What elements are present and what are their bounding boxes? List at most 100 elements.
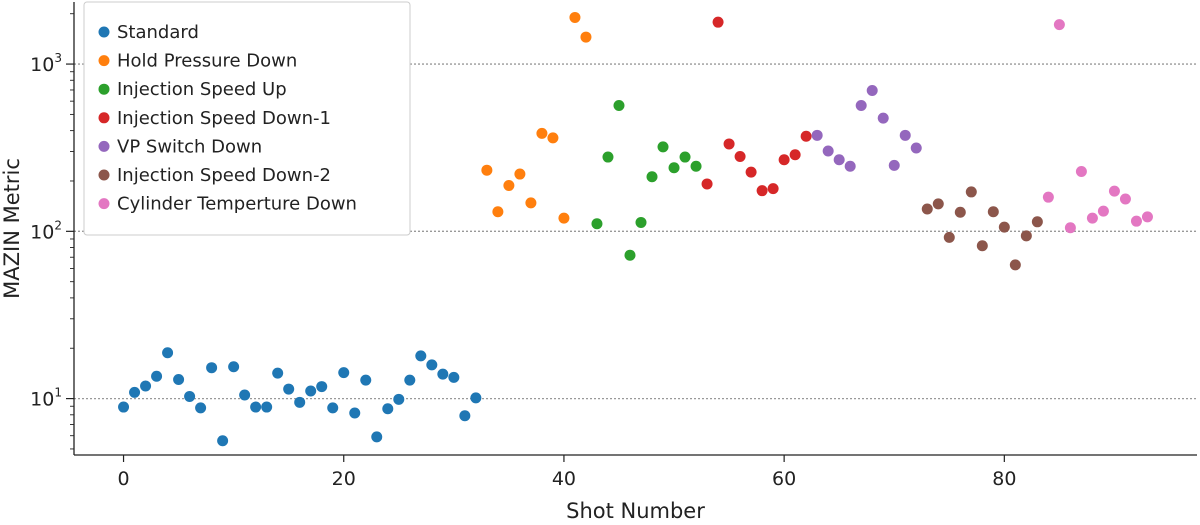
legend-marker [98,55,110,67]
data-point [965,186,977,198]
data-point [525,197,537,209]
data-point [1009,259,1021,271]
data-point [118,401,130,413]
x-tick-label: 60 [772,468,796,490]
data-point [1042,191,1054,203]
data-point [844,160,856,172]
data-point [1119,193,1131,205]
data-point [316,381,328,393]
data-point [976,240,988,252]
data-point [690,160,702,172]
data-point [1053,19,1065,31]
data-point [778,154,790,166]
data-point [129,386,141,398]
data-point [734,151,746,163]
data-point [558,212,570,224]
data-point [591,218,603,230]
data-point [569,11,581,23]
data-point [899,129,911,141]
data-point [404,374,416,386]
data-point [492,206,504,218]
data-point [580,31,592,43]
data-point [250,401,262,413]
data-point [668,162,680,174]
ticks: 101 102 103 0 20 40 60 80 [30,13,1016,490]
data-point [1141,211,1153,223]
legend-marker [98,112,110,124]
data-point [503,179,515,191]
data-point [1086,212,1098,224]
data-point [954,206,966,218]
data-point [481,164,493,176]
data-point [349,407,361,419]
legend-label: Injection Speed Down-1 [117,108,331,129]
data-point [151,370,163,382]
data-point [239,389,251,401]
data-point [184,390,196,402]
data-point [547,132,559,144]
legend-label: VP Switch Down [117,136,262,157]
data-point [723,138,735,150]
data-point [756,185,768,197]
data-point [998,221,1010,233]
legend-label: Injection Speed Down-2 [117,165,331,186]
legend-label: Standard [117,22,199,43]
legend-marker [98,26,110,38]
data-point [987,206,999,218]
data-point [393,393,405,405]
data-point [536,127,548,139]
data-points [118,11,1153,447]
data-point [195,402,207,414]
axes [73,2,1197,456]
data-point [613,100,625,112]
data-point [679,151,691,163]
data-point [371,431,383,443]
data-point [866,84,878,96]
data-point [745,166,757,178]
data-point [294,396,306,408]
x-axis-title: Shot Number [566,499,705,523]
data-point [1097,205,1109,217]
data-point [1020,230,1032,242]
data-point [811,129,823,141]
legend-label: Injection Speed Up [117,79,287,100]
data-point [1130,215,1142,227]
data-point [657,141,669,153]
data-point [635,216,647,228]
data-point [943,231,955,243]
data-point [217,435,229,447]
data-point [283,383,295,395]
legend-marker [98,198,110,210]
data-point [173,374,185,386]
data-point [261,401,273,413]
data-point [624,249,636,261]
data-point [712,16,724,28]
legend-marker [98,83,110,95]
data-point [910,142,922,154]
data-point [855,100,867,112]
data-point [382,403,394,415]
legend-label: Cylinder Temperture Down [117,194,357,215]
data-point [162,347,174,359]
data-point [426,359,438,371]
data-point [767,183,779,195]
data-point [921,203,933,215]
grid-layer [74,63,1197,400]
data-point [360,374,372,386]
y-axis-title: MAZIN Metric [0,158,24,299]
data-point [800,130,812,142]
data-point [272,367,284,379]
data-point [1031,216,1043,228]
x-tick-label: 0 [117,468,129,490]
data-point [789,149,801,161]
data-point [602,151,614,163]
x-tick-label: 80 [992,468,1016,490]
legend-marker [98,140,110,152]
data-point [833,154,845,166]
data-point [338,367,350,379]
x-tick-label: 40 [552,468,576,490]
data-point [888,159,900,171]
data-point [1075,165,1087,177]
